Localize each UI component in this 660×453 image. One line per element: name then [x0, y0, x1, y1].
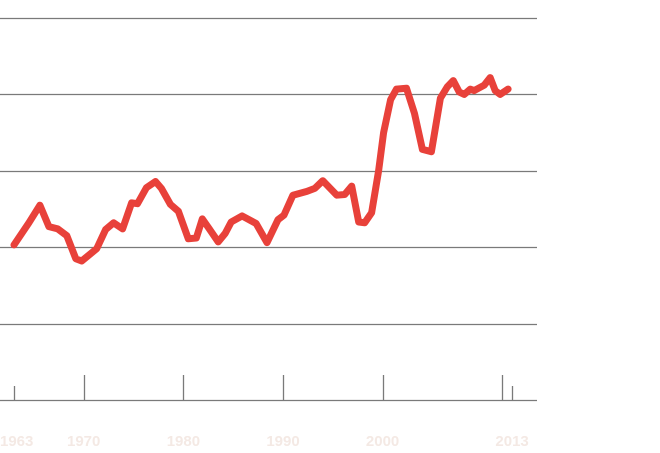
series [10, 74, 512, 265]
x-tick-label-5: 2013 [495, 433, 528, 450]
x-tick-label-0: 1963 [0, 433, 33, 450]
series-line-0 [10, 74, 512, 265]
x-tick-label-4: 2000 [366, 433, 399, 450]
x-axis [0, 375, 537, 402]
x-tick-label-2: 1980 [167, 433, 200, 450]
x-tick-label-1: 1970 [67, 433, 100, 450]
x-tick-label-3: 1990 [266, 433, 299, 450]
gridlines [0, 17, 537, 326]
x-tick-labels: 1963 1970 1980 1990 2000 2013 [0, 433, 529, 450]
